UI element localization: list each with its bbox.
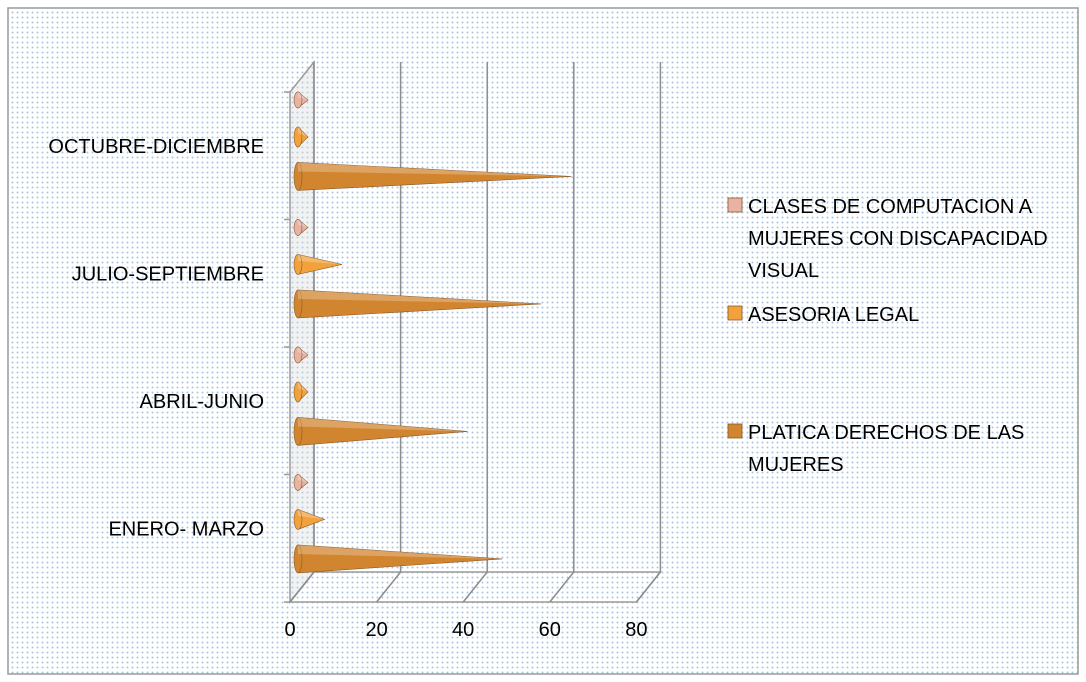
cone-highlight (298, 219, 308, 228)
x-tick-label: 80 (625, 619, 647, 641)
cone-base (293, 509, 303, 530)
legend-swatch (727, 197, 743, 213)
cone-1-4 (293, 162, 572, 191)
x-tick-labels: 0 20 40 60 80 (284, 619, 647, 641)
cone-3-2 (293, 346, 309, 364)
cone-base (293, 126, 303, 148)
cone-base (293, 544, 303, 574)
legend-label: CLASES DE COMPUTACION A (748, 196, 1033, 218)
gridlines (289, 62, 662, 603)
gridline-20 (376, 62, 402, 603)
cone-highlight (298, 509, 325, 520)
cone-base (293, 219, 303, 236)
gridline-40 (462, 62, 488, 603)
cone-highlight (298, 162, 572, 177)
gridline-60 (549, 62, 575, 603)
cone-highlight (298, 544, 503, 559)
cone-base (293, 417, 303, 446)
cone-1-3 (293, 289, 542, 319)
cone-highlight (298, 126, 308, 137)
cone-highlight (298, 474, 308, 483)
category-label: JULIO-SEPTIEMBRE (72, 263, 264, 285)
legend-item-2: ASESORIA LEGAL (727, 304, 919, 326)
gridline-80 (635, 62, 662, 603)
cone-base (293, 474, 303, 491)
cone-2-3 (293, 254, 343, 275)
legend-swatch (727, 305, 743, 321)
cone-base (293, 254, 303, 275)
category-label: ABRIL-JUNIO (140, 391, 264, 413)
cone-highlight (298, 417, 468, 432)
chart-background (7, 7, 1079, 675)
cone-2-4 (293, 126, 309, 148)
legend-item-1: CLASES DE COMPUTACION A MUJERES CON DISCA… (727, 196, 1048, 282)
legend-label: PLATICA DERECHOS DE LAS (748, 422, 1024, 444)
cone-base (293, 381, 303, 403)
legend-item-3: PLATICA DERECHOS DE LAS MUJERES (727, 422, 1024, 476)
category-label: OCTUBRE-DICIEMBRE (48, 136, 264, 158)
x-tick-label: 60 (539, 619, 561, 641)
cone-1-2 (293, 417, 468, 446)
cone-2-1 (293, 508, 326, 530)
x-tick-label: 0 (284, 619, 295, 641)
cone-base (293, 289, 303, 319)
category-labels: ENERO- MARZO ABRIL-JUNIO JULIO-SEPTIEMBRE O… (48, 136, 264, 541)
cone-base (293, 162, 303, 191)
cone-marks (293, 91, 572, 574)
cone-highlight (298, 91, 308, 100)
cone-1-1 (293, 544, 503, 574)
cone-highlight (298, 381, 308, 392)
cone-highlight (298, 254, 342, 265)
cone-base (293, 346, 303, 364)
legend-label: VISUAL (748, 260, 819, 282)
category-label: ENERO- MARZO (108, 518, 264, 540)
legend-label: MUJERES (748, 454, 844, 476)
x-tick-label: 40 (452, 619, 474, 641)
cone-highlight (298, 346, 308, 355)
cone-highlight (298, 289, 542, 304)
legend-swatch (727, 423, 743, 439)
legend: CLASES DE COMPUTACION A MUJERES CON DISCA… (727, 196, 1048, 476)
cone-3-4 (293, 91, 309, 109)
legend-label: ASESORIA LEGAL (748, 304, 919, 326)
cone-base (293, 91, 303, 109)
cone-3-1 (293, 473, 309, 492)
cone-3-3 (293, 218, 309, 237)
cone-2-2 (293, 381, 309, 403)
legend-label: MUJERES CON DISCAPACIDAD (748, 228, 1048, 250)
x-tick-label: 20 (365, 619, 387, 641)
